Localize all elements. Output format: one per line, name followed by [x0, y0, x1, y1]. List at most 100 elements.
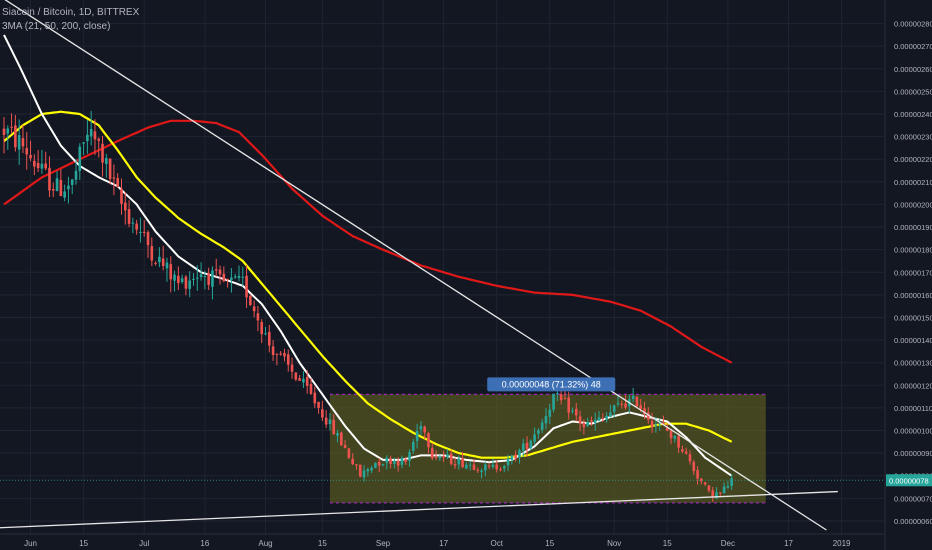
measure-label: 0.00000048 (71.32%) 48: [487, 377, 616, 392]
candle-body: [574, 408, 578, 416]
candle-body: [135, 223, 138, 230]
chart-legend: Siacoin / Bitcoin, 1D, BITTREX 3MA (21, …: [2, 6, 139, 34]
x-tick-label: 15: [663, 539, 672, 548]
y-tick-label: 0.00000100: [894, 427, 932, 436]
price-axis[interactable]: 0.00000280 0.00000270 0.00000260 0.00000250…: [884, 0, 932, 550]
candle-body: [321, 409, 324, 418]
y-tick-label: 0.00000130: [894, 359, 932, 368]
candle-body: [434, 456, 438, 458]
candle-body: [105, 157, 108, 165]
candle-body: [108, 158, 112, 179]
ma50-line: [3, 110, 733, 459]
candle-body: [294, 372, 298, 380]
y-tick-label: 0.00000210: [894, 178, 932, 187]
candle-body: [412, 441, 415, 451]
candle-body: [214, 269, 218, 271]
symbol-title[interactable]: Siacoin / Bitcoin, 1D, BITTREX: [2, 7, 140, 18]
candle-body: [643, 408, 646, 415]
candle-body: [449, 453, 453, 464]
candle-body: [552, 393, 555, 410]
candle-body: [381, 464, 385, 466]
candle-body: [605, 415, 608, 420]
x-tick-label: 17: [439, 539, 448, 548]
candle-body: [279, 353, 282, 355]
candle-body: [548, 409, 552, 417]
y-tick-label: 0.00000190: [894, 223, 932, 232]
candle-body: [461, 458, 464, 468]
candle-body: [268, 331, 271, 346]
candle-body: [529, 440, 533, 449]
candle-body: [260, 321, 264, 335]
candle-body: [48, 167, 51, 191]
ma200-line: [3, 119, 733, 364]
candle-body: [703, 482, 707, 485]
candle-body: [21, 138, 25, 147]
x-tick-label: 16: [200, 539, 209, 548]
candle-body: [730, 478, 733, 486]
candle-body: [510, 455, 514, 460]
x-tick-label: 2019: [833, 539, 851, 548]
candle-body: [51, 188, 55, 191]
candle-body: [207, 273, 210, 285]
candle-body: [499, 469, 502, 471]
y-tick-label: 0.00000120: [894, 381, 932, 390]
candle-body: [120, 188, 123, 204]
y-tick-label: 0.00000110: [894, 404, 932, 413]
y-tick-label: 0.00000270: [894, 42, 932, 51]
candle-body: [97, 138, 101, 141]
candle-body: [688, 454, 692, 462]
candle-body: [6, 128, 10, 134]
candle-body: [154, 262, 157, 264]
candle-body: [89, 128, 93, 137]
candle-body: [44, 163, 47, 169]
candle-body: [620, 403, 624, 405]
candle-body: [271, 346, 275, 356]
x-tick-label: 15: [79, 539, 88, 548]
y-tick-label: 0.00000060: [894, 517, 932, 526]
candle-body: [112, 177, 116, 179]
candle-body: [453, 464, 457, 466]
candle-body: [93, 131, 97, 140]
y-tick-label: 0.00000070: [894, 494, 932, 503]
y-tick-label: 0.00000220: [894, 155, 932, 164]
candle-body: [131, 222, 135, 224]
candle-body: [457, 458, 461, 465]
candle-body: [491, 464, 495, 467]
candle-body: [55, 178, 59, 192]
candle-body: [150, 246, 154, 261]
candle-body: [673, 435, 677, 439]
candle-body: [351, 458, 354, 465]
candle-body: [446, 454, 449, 457]
candle-body: [647, 412, 650, 420]
indicator-title[interactable]: 3MA (21, 50, 200, close): [2, 21, 111, 32]
candle-body: [719, 492, 722, 494]
candle-body: [139, 232, 142, 234]
candle-body: [17, 135, 21, 150]
time-axis[interactable]: Jun 15 Jul 16 Aug 15 Sep 17 Oct 15 Nov 15 Dec 17 2019: [0, 533, 885, 548]
y-tick-label: 0.00000250: [894, 87, 932, 96]
candle-body: [423, 426, 426, 433]
y-tick-label: 0.00000140: [894, 336, 932, 345]
candle-body: [635, 396, 639, 407]
last-price-badge: [886, 474, 932, 487]
candle-body: [192, 278, 195, 281]
candle-body: [146, 232, 150, 246]
candle-body: [328, 419, 332, 425]
candle-body: [59, 179, 63, 197]
candle-body: [33, 160, 36, 167]
candle-body: [396, 460, 400, 466]
candle-body: [480, 470, 483, 472]
candle-body: [684, 451, 688, 454]
candle-body: [465, 464, 468, 469]
candle-body: [298, 378, 301, 381]
x-tick-label: Dec: [721, 539, 735, 548]
candle-body: [355, 464, 358, 466]
candle-body: [612, 405, 616, 412]
candle-body: [82, 142, 85, 144]
y-tick-label: 0.00000180: [894, 246, 932, 255]
candle-body: [540, 422, 544, 430]
candle-body: [537, 430, 540, 434]
candle-body: [374, 462, 377, 468]
